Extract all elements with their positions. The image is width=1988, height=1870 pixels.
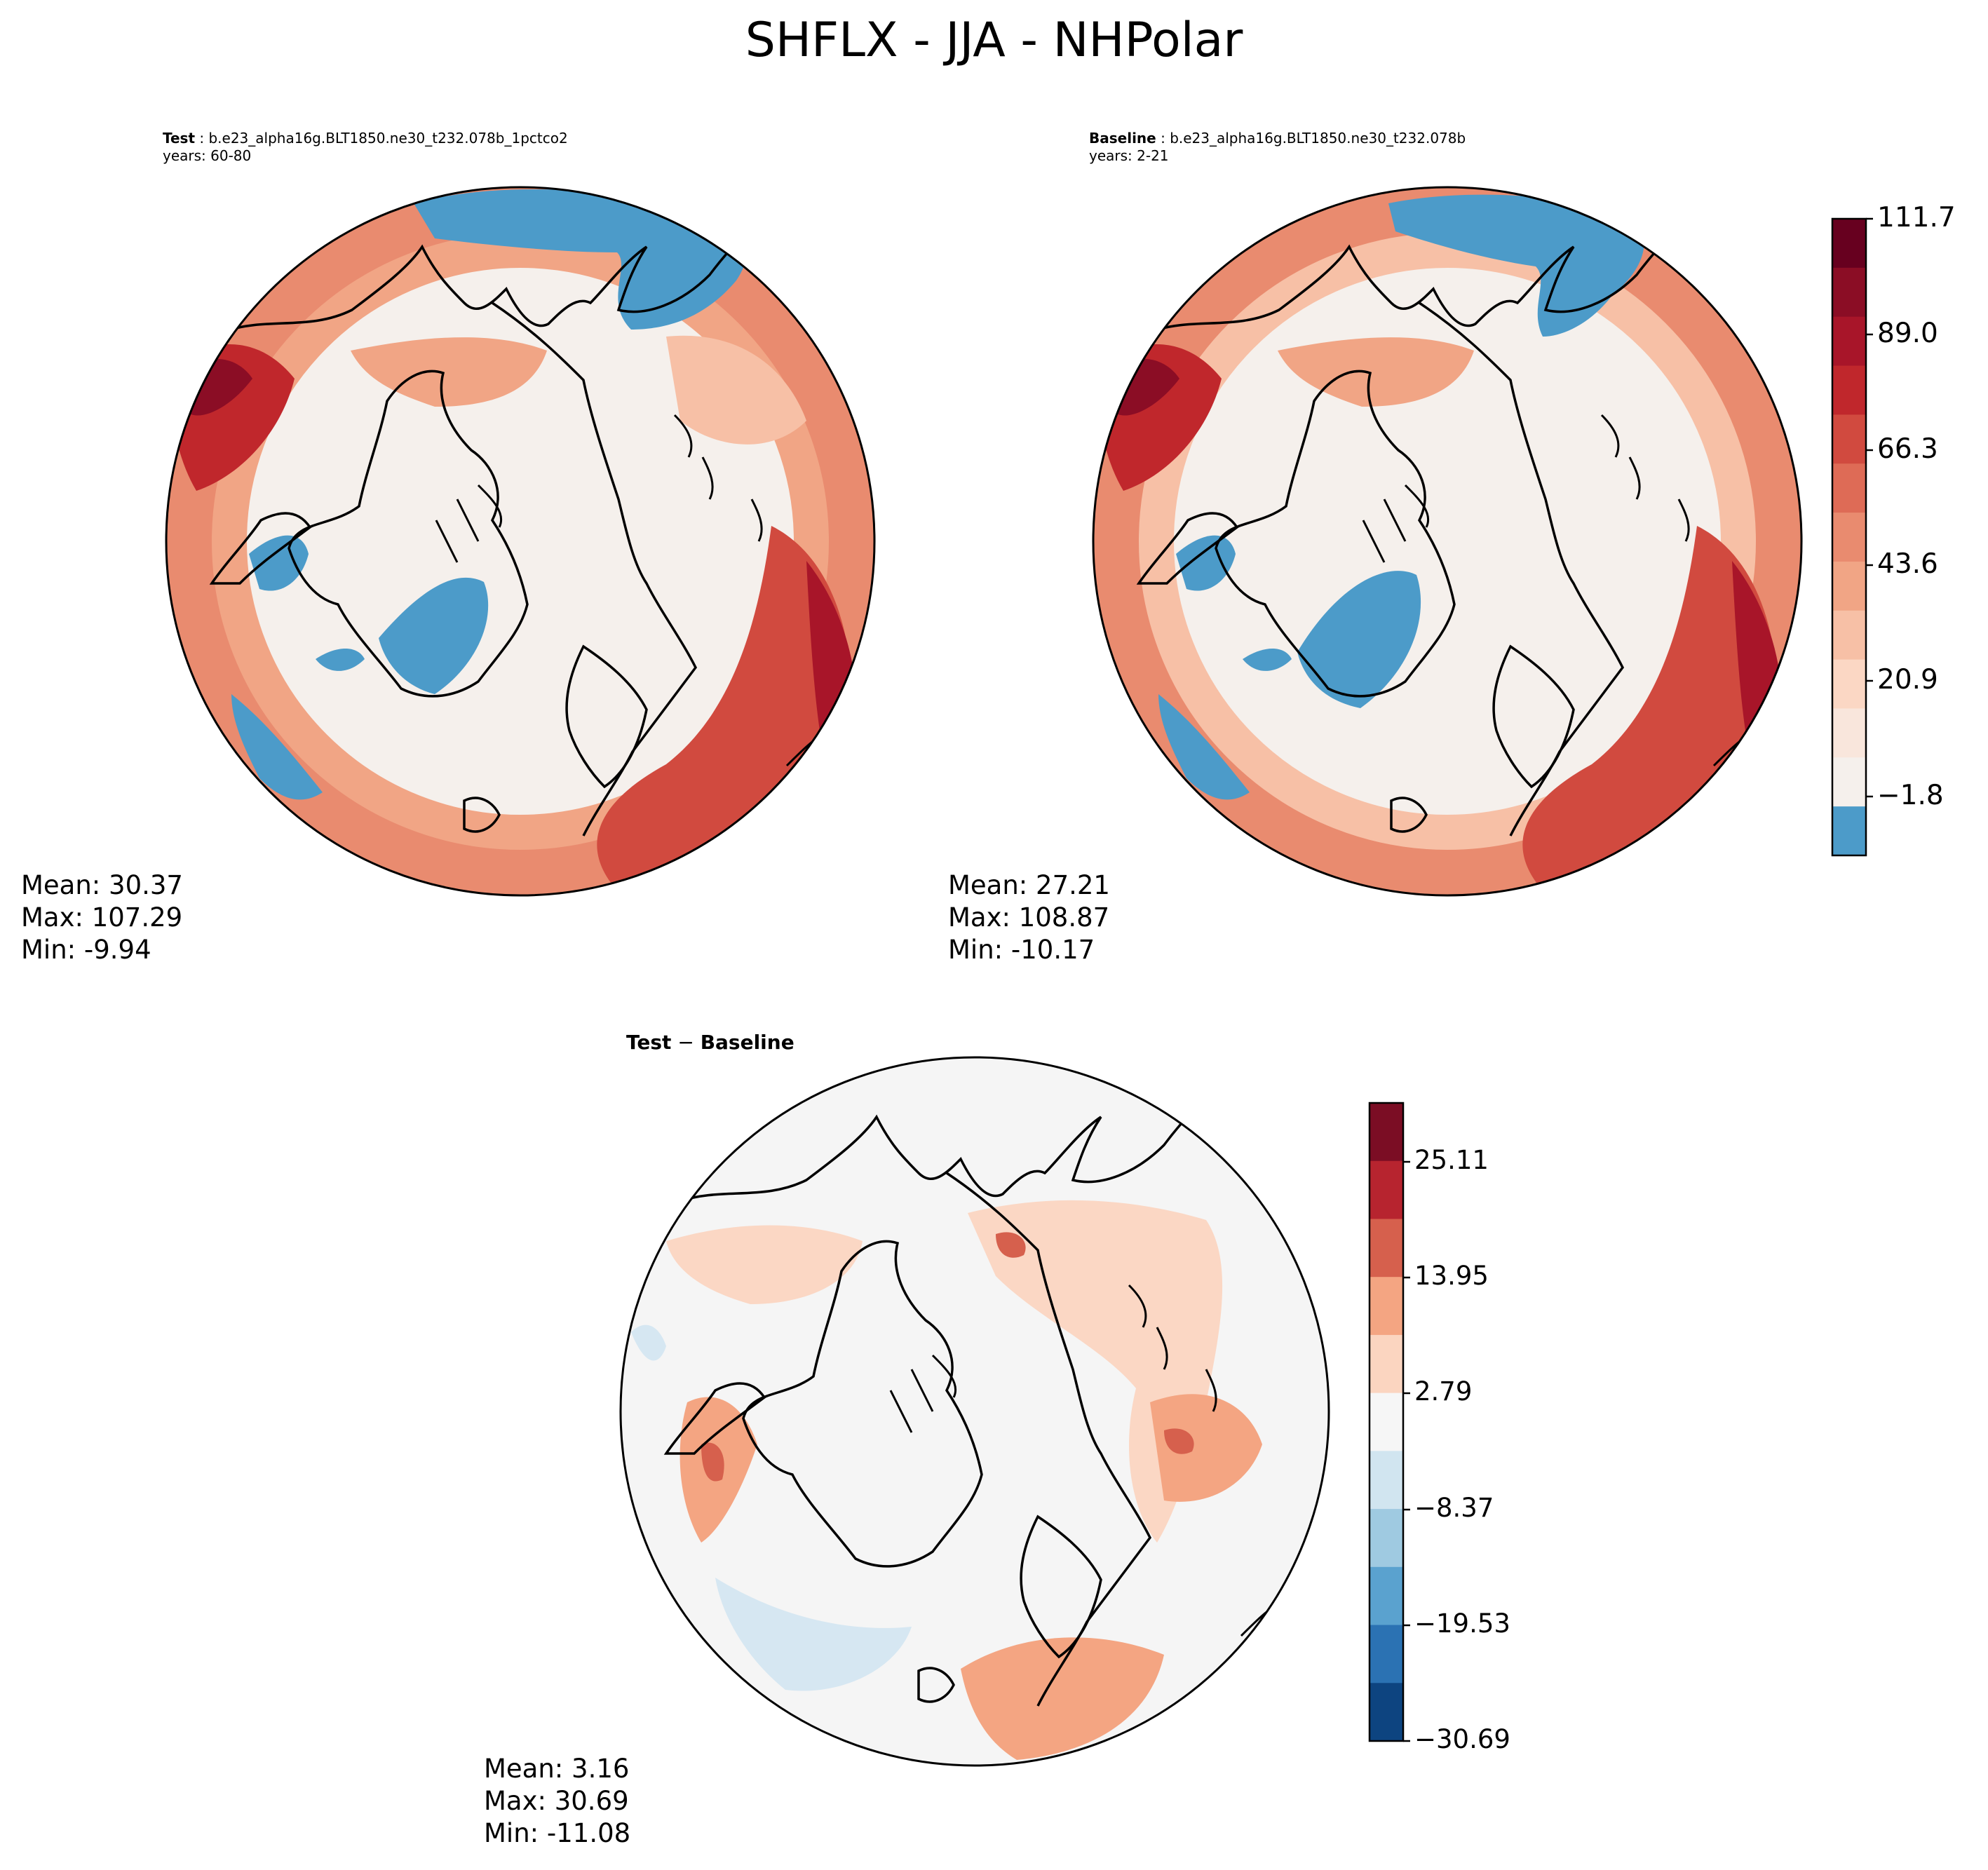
colorbar-tick-label: 13.95 (1414, 1261, 1489, 1291)
difference-stats: Mean: 3.16 Max: 30.69 Min: -11.08 (484, 1753, 630, 1850)
baseline-years: years: 2-21 (1089, 147, 1169, 164)
colorbar-segment (1370, 1509, 1403, 1568)
diff-title-minus: − (671, 1031, 701, 1054)
colorbar-segment (1832, 267, 1866, 318)
colorbar-segment (1832, 513, 1866, 562)
colorbar-segment (1832, 659, 1866, 709)
baseline-label: Baseline (1089, 130, 1156, 147)
baseline-min: Min: -10.17 (948, 935, 1095, 965)
baseline-max: Max: 108.87 (948, 902, 1110, 933)
colorbar-segment (1832, 365, 1866, 415)
test-min: Min: -9.94 (21, 935, 151, 965)
test-stats: Mean: 30.37 Max: 107.29 Min: -9.94 (21, 869, 183, 966)
difference-panel-title: Test − Baseline (626, 1031, 794, 1054)
colorbar-segment (1370, 1103, 1403, 1162)
diff-max: Max: 30.69 (484, 1786, 629, 1816)
baseline-case-name: : b.e23_alpha16g.BLT1850.ne30_t232.078b (1156, 130, 1466, 147)
test-label: Test (163, 130, 196, 147)
baseline-map (1092, 186, 1803, 897)
difference-colorbar (1368, 1102, 1410, 1742)
colorbar-segment (1370, 1451, 1403, 1510)
colorbar-segment (1832, 463, 1866, 513)
diff-min: Min: -11.08 (484, 1818, 631, 1848)
colorbar-segment (1832, 610, 1866, 660)
colorbar-tick-label: 66.3 (1877, 433, 1938, 465)
colorbar-segment (1832, 806, 1866, 856)
colorbar-segment (1832, 316, 1866, 367)
colorbar-segment (1832, 757, 1866, 807)
colorbar-frame (1368, 1102, 1405, 1742)
test-panel-title: Test : b.e23_alpha16g.BLT1850.ne30_t232.… (163, 130, 568, 165)
colorbar-tick-label: −19.53 (1414, 1608, 1510, 1639)
main-colorbar (1831, 217, 1873, 857)
diff-title-baseline: Baseline (700, 1031, 794, 1054)
colorbar-segment (1832, 708, 1866, 758)
colorbar-tick-label: −30.69 (1414, 1724, 1510, 1754)
colorbar-tick-label: 89.0 (1877, 318, 1938, 349)
colorbar-segment (1370, 1625, 1403, 1683)
test-mean: Mean: 30.37 (21, 870, 183, 900)
colorbar-tick-label: −8.37 (1414, 1493, 1494, 1523)
colorbar-segment (1370, 1160, 1403, 1219)
baseline-panel-title: Baseline : b.e23_alpha16g.BLT1850.ne30_t… (1089, 130, 1466, 165)
colorbar-segment (1370, 1277, 1403, 1336)
colorbar-segment (1370, 1566, 1403, 1626)
colorbar-segment (1832, 561, 1866, 611)
colorbar-segment (1832, 219, 1866, 269)
test-case-name: : b.e23_alpha16g.BLT1850.ne30_t232.078b_… (195, 130, 568, 147)
test-max: Max: 107.29 (21, 902, 183, 933)
colorbar-segment (1370, 1393, 1403, 1451)
colorbar-segment (1370, 1219, 1403, 1278)
colorbar-segment (1370, 1683, 1403, 1742)
test-map (165, 186, 876, 897)
diff-mean: Mean: 3.16 (484, 1754, 630, 1784)
colorbar-tick-label: −1.8 (1877, 780, 1944, 811)
colorbar-tick-label: 20.9 (1877, 664, 1938, 696)
diff-title-test: Test (626, 1031, 672, 1054)
colorbar-tick-label: 43.6 (1877, 548, 1938, 580)
baseline-stats: Mean: 27.21 Max: 108.87 Min: -10.17 (948, 869, 1110, 966)
colorbar-tick-label: 111.7 (1877, 202, 1956, 233)
figure-title: SHFLX - JJA - NHPolar (745, 13, 1243, 68)
colorbar-tick-label: 2.79 (1414, 1376, 1473, 1407)
test-years: years: 60-80 (163, 147, 252, 164)
difference-map (619, 1056, 1330, 1767)
colorbar-frame (1831, 217, 1867, 857)
colorbar-segment (1832, 414, 1866, 464)
baseline-mean: Mean: 27.21 (948, 870, 1110, 900)
colorbar-segment (1370, 1334, 1403, 1394)
colorbar-tick-label: 25.11 (1414, 1145, 1489, 1175)
